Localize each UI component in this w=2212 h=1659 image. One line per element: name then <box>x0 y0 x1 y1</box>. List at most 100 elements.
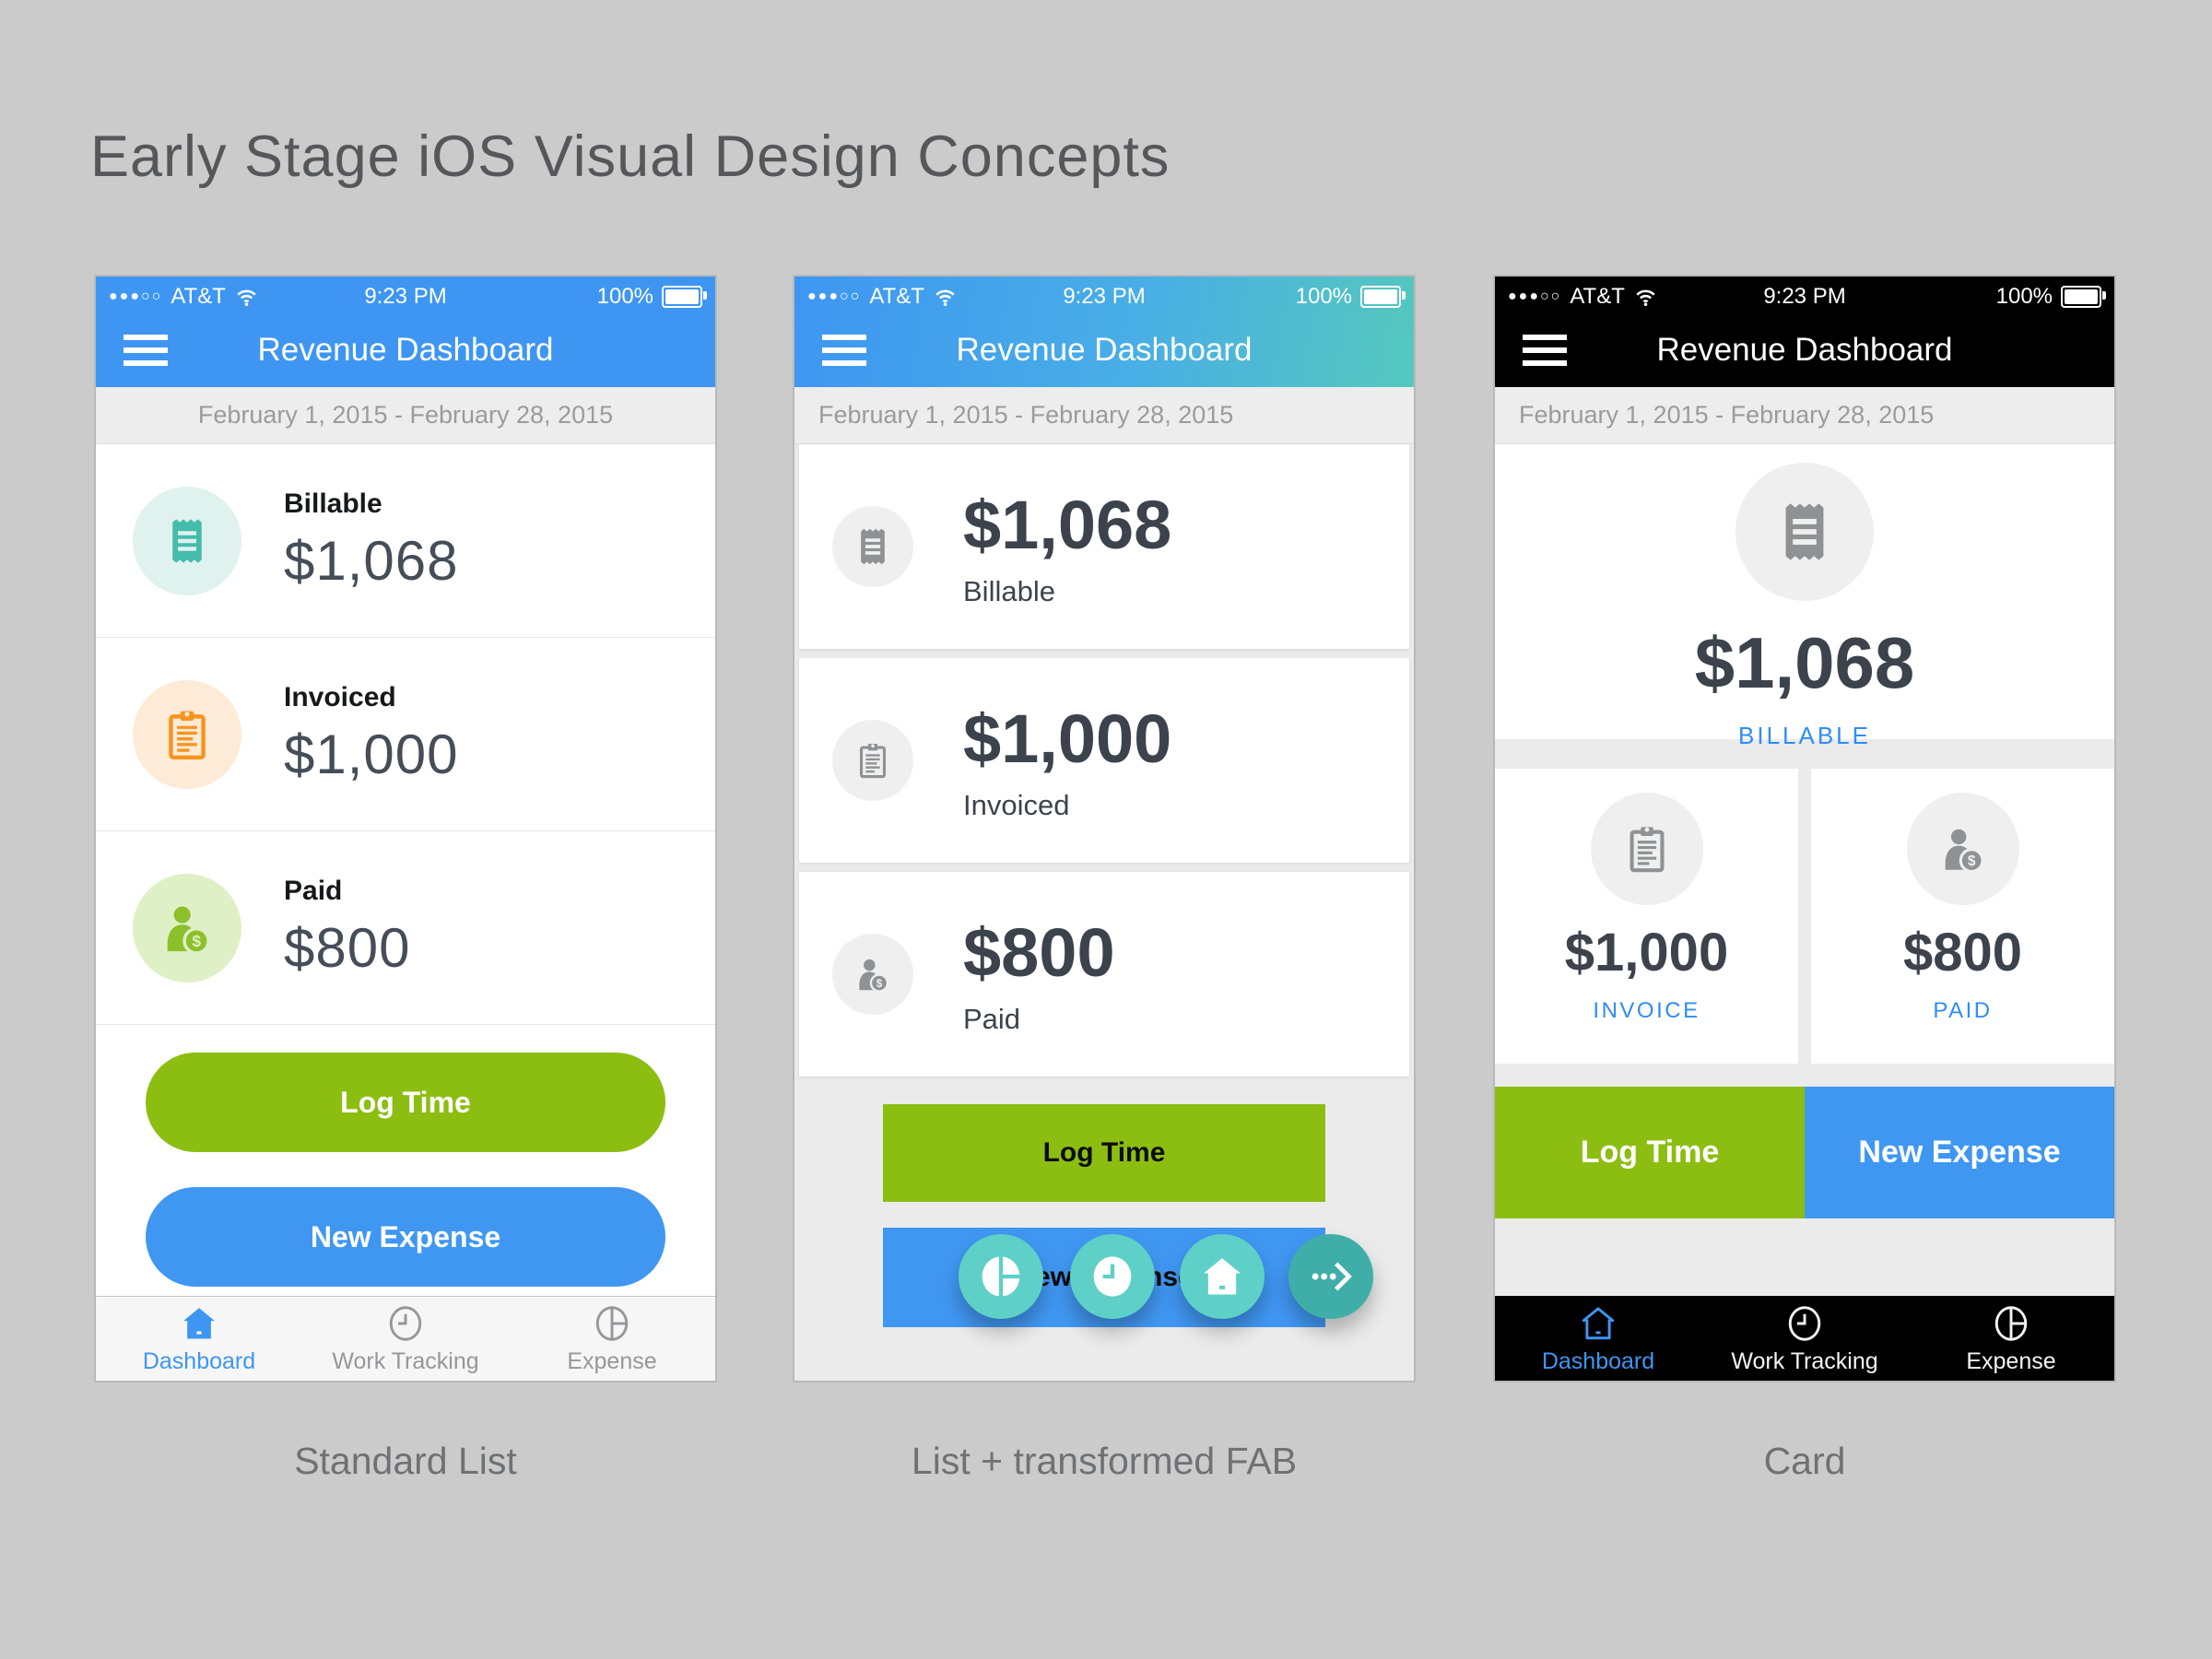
tab-label: Dashboard <box>1541 1347 1655 1374</box>
status-bar: ●●●○○ AT&T 9:23 PM 100% <box>794 276 1414 313</box>
tab-work-tracking[interactable]: Work Tracking <box>1701 1297 1908 1381</box>
person-dollar-icon <box>832 934 913 1015</box>
metric-amount: $1,000 <box>284 724 459 785</box>
nav-bar: Revenue Dashboard <box>1495 313 2114 387</box>
nav-title: Revenue Dashboard <box>1656 332 1953 368</box>
fab-dashboard[interactable] <box>1180 1234 1265 1319</box>
spacer <box>1495 1218 2114 1296</box>
tab-dashboard[interactable]: Dashboard <box>1495 1297 1701 1381</box>
metric-amount: $800 <box>284 917 411 979</box>
metric-caps-label: PAID <box>1933 998 1993 1023</box>
app-header: ●●●○○ AT&T 9:23 PM 100% Revenue Dashboar… <box>1495 276 2114 387</box>
carrier-label: AT&T <box>171 284 226 309</box>
log-time-button[interactable]: Log Time <box>883 1104 1325 1202</box>
half-card-row: $1,000 INVOICE $800 PAID <box>1495 769 2114 1064</box>
card-paid[interactable]: $800 PAID <box>1811 769 2114 1064</box>
carrier-label: AT&T <box>869 284 924 309</box>
clock-icon <box>1088 1253 1136 1300</box>
list-item-paid[interactable]: $800 Paid <box>799 872 1409 1077</box>
carrier-label: AT&T <box>1570 284 1625 309</box>
list-item-invoiced[interactable]: Invoiced $1,000 <box>96 638 715 831</box>
tab-expense[interactable]: Expense <box>1908 1297 2114 1381</box>
signal-strength-icon: ●●●○○ <box>1508 288 1562 304</box>
metric-label: Billable <box>284 488 382 519</box>
phone-mockup-list-fab: ●●●○○ AT&T 9:23 PM 100% Revenue Dashboar… <box>793 275 1416 1382</box>
app-header: ●●●○○ AT&T 9:23 PM 100% Revenue Dashboar… <box>96 276 715 387</box>
wifi-icon <box>1633 288 1658 307</box>
date-range: February 1, 2015 - February 28, 2015 <box>794 387 1414 444</box>
battery-icon <box>662 286 708 308</box>
new-expense-button[interactable]: New Expense <box>1805 1087 2114 1218</box>
metric-list: Billable $1,068 Invoiced $1,000 Paid $80… <box>96 444 715 1025</box>
metric-label: Invoiced <box>284 682 396 712</box>
tab-label: Expense <box>1966 1347 2056 1374</box>
caption-card: Card <box>1763 1440 1846 1482</box>
list-item-invoiced[interactable]: $1,000 Invoiced <box>799 658 1409 863</box>
card-grid: $1,068 BILLABLE $1,000 INVOICE $800 PAID… <box>1495 444 2114 1381</box>
metric-amount: $1,000 <box>1564 923 1729 982</box>
metric-amount: $1,000 <box>963 700 1172 777</box>
page-title: Early Stage iOS Visual Design Concepts <box>90 124 1171 190</box>
phone-mockup-standard-list: ●●●○○ AT&T 9:23 PM 100% Revenue Dashboar… <box>94 275 717 1382</box>
metric-label: Invoiced <box>963 788 1070 821</box>
card-billable[interactable]: $1,068 BILLABLE <box>1495 444 2114 749</box>
menu-icon[interactable] <box>124 335 168 366</box>
tab-dashboard[interactable]: Dashboard <box>96 1297 302 1381</box>
receipt-icon <box>133 486 241 595</box>
status-time: 9:23 PM <box>1763 284 1846 309</box>
tab-label: Work Tracking <box>332 1347 479 1374</box>
battery-icon <box>2061 286 2107 308</box>
list-item-billable[interactable]: $1,068 Billable <box>799 444 1409 649</box>
home-icon <box>179 1303 219 1344</box>
pie-circle-icon <box>592 1303 632 1344</box>
date-range: February 1, 2015 - February 28, 2015 <box>1495 387 2114 444</box>
tab-bar: Dashboard Work Tracking Expense <box>1495 1296 2114 1381</box>
log-time-button[interactable]: Log Time <box>146 1053 665 1152</box>
metric-label: Paid <box>963 1002 1021 1035</box>
phone-mockup-card: ●●●○○ AT&T 9:23 PM 100% Revenue Dashboar… <box>1493 275 2116 1382</box>
caption-list-fab: List + transformed FAB <box>911 1440 1298 1482</box>
metric-label: Paid <box>284 876 343 906</box>
metric-amount: $1,068 <box>284 530 459 592</box>
status-time: 9:23 PM <box>364 284 447 309</box>
app-header: ●●●○○ AT&T 9:23 PM 100% Revenue Dashboar… <box>794 276 1414 387</box>
status-bar: ●●●○○ AT&T 9:23 PM 100% <box>1495 276 2114 313</box>
card-invoice[interactable]: $1,000 INVOICE <box>1495 769 1798 1064</box>
receipt-icon <box>1735 463 1874 601</box>
pie-circle-icon <box>977 1253 1025 1300</box>
tab-label: Expense <box>567 1347 657 1374</box>
menu-icon[interactable] <box>1523 335 1567 366</box>
wifi-icon <box>933 288 958 307</box>
list-item-paid[interactable]: Paid $800 <box>96 831 715 1025</box>
more-arrow-icon <box>1307 1253 1355 1300</box>
nav-title: Revenue Dashboard <box>956 332 1253 368</box>
clock-icon <box>385 1303 426 1344</box>
tab-label: Work Tracking <box>1731 1347 1878 1374</box>
fab-more[interactable] <box>1288 1234 1373 1319</box>
tab-expense[interactable]: Expense <box>509 1297 715 1381</box>
tab-work-tracking[interactable]: Work Tracking <box>302 1297 509 1381</box>
nav-bar: Revenue Dashboard <box>794 313 1414 387</box>
clipboard-icon <box>133 679 241 789</box>
fab-work-tracking[interactable] <box>1070 1234 1155 1319</box>
person-dollar-icon <box>133 873 241 982</box>
clipboard-icon <box>1590 793 1703 905</box>
home-icon <box>1198 1253 1246 1300</box>
fab-expense-pie[interactable] <box>959 1234 1043 1319</box>
receipt-icon <box>832 506 913 587</box>
status-bar: ●●●○○ AT&T 9:23 PM 100% <box>96 276 715 313</box>
metric-caps-label: BILLABLE <box>1738 722 1871 749</box>
clipboard-icon <box>832 720 913 801</box>
wifi-icon <box>234 288 259 307</box>
list-item-billable[interactable]: Billable $1,068 <box>96 444 715 638</box>
nav-title: Revenue Dashboard <box>257 332 554 368</box>
new-expense-button[interactable]: New Expense <box>146 1187 665 1287</box>
log-time-button[interactable]: Log Time <box>1495 1087 1805 1218</box>
person-dollar-icon <box>1906 793 2019 905</box>
tab-label: Dashboard <box>142 1347 256 1374</box>
action-button-area: Log Time New Expense <box>1495 1087 2114 1218</box>
battery-percent: 100% <box>1295 284 1353 309</box>
battery-percent: 100% <box>1995 284 2053 309</box>
metric-label: Billable <box>963 574 1055 607</box>
menu-icon[interactable] <box>822 335 866 366</box>
